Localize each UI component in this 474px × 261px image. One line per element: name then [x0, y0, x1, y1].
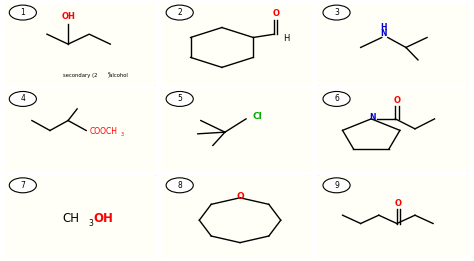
Text: Cl: Cl: [252, 112, 262, 121]
Text: 9: 9: [334, 181, 339, 190]
Text: O: O: [395, 199, 402, 208]
Text: secondary (2: secondary (2: [63, 73, 97, 78]
Text: CH: CH: [62, 212, 79, 225]
Text: O: O: [393, 96, 401, 105]
Text: H: H: [283, 34, 290, 43]
FancyBboxPatch shape: [0, 173, 160, 261]
Text: 2: 2: [177, 8, 182, 17]
Text: COOCH: COOCH: [89, 127, 117, 136]
Text: 3: 3: [334, 8, 339, 17]
FancyBboxPatch shape: [314, 173, 474, 261]
Text: o: o: [108, 71, 110, 75]
Text: N: N: [380, 29, 386, 38]
Text: 7: 7: [20, 181, 25, 190]
Text: O: O: [273, 9, 279, 18]
FancyBboxPatch shape: [314, 86, 474, 175]
Circle shape: [323, 91, 350, 106]
Text: H: H: [380, 23, 386, 32]
Text: 3: 3: [89, 219, 93, 228]
FancyBboxPatch shape: [157, 173, 317, 261]
Circle shape: [166, 91, 193, 106]
Text: 8: 8: [177, 181, 182, 190]
FancyBboxPatch shape: [314, 0, 474, 88]
Text: OH: OH: [93, 212, 113, 225]
Circle shape: [166, 178, 193, 193]
Text: 3: 3: [120, 132, 123, 137]
Text: N: N: [370, 113, 376, 122]
FancyBboxPatch shape: [0, 86, 160, 175]
Text: 4: 4: [20, 94, 25, 103]
Circle shape: [323, 178, 350, 193]
Text: 6: 6: [334, 94, 339, 103]
Circle shape: [9, 91, 36, 106]
Text: 5: 5: [177, 94, 182, 103]
FancyBboxPatch shape: [157, 0, 317, 88]
Text: 1: 1: [20, 8, 25, 17]
Circle shape: [9, 178, 36, 193]
Text: )alcohol: )alcohol: [108, 73, 128, 78]
Circle shape: [9, 5, 36, 20]
Text: O: O: [236, 192, 244, 201]
Text: OH: OH: [61, 12, 75, 21]
Circle shape: [166, 5, 193, 20]
FancyBboxPatch shape: [0, 0, 160, 88]
FancyBboxPatch shape: [157, 86, 317, 175]
Circle shape: [323, 5, 350, 20]
